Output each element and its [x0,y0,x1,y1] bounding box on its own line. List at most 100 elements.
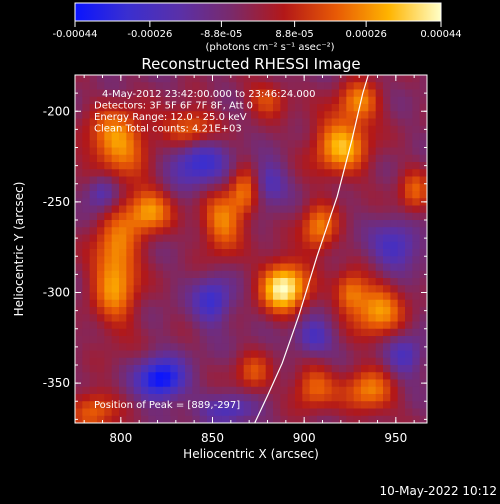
heatmap-cell [390,249,399,257]
heatmap-cell [339,401,347,409]
heatmap-cell [280,147,289,156]
heatmap-cell [97,89,105,98]
heatmap-cell [214,176,223,185]
heatmap-cell [133,191,142,199]
heatmap-cell [221,350,230,359]
heatmap-cell [412,394,421,402]
heatmap-cell [126,314,135,322]
heatmap-cell [126,299,135,308]
heatmap-cell [243,75,252,83]
heatmap-cell [148,372,157,380]
heatmap-cell [317,89,325,98]
solar-limb-line [254,75,369,423]
heatmap-cell [339,350,347,359]
heatmap-cell [163,328,171,337]
heatmap-cell [199,299,208,308]
heatmap-cell [295,321,303,330]
heatmap-cell [133,394,142,402]
heatmap-cell [111,89,120,98]
heatmap-cell [419,111,427,119]
heatmap-cell [265,314,274,322]
heatmap-cell [119,154,127,163]
heatmap-cell [265,82,274,90]
heatmap-cell [368,96,377,105]
heatmap-cell [104,234,113,243]
heatmap-cell [221,256,230,264]
heatmap-cell [302,82,311,90]
heatmap-cell [163,415,171,423]
heatmap-cell [331,307,340,315]
heatmap-cell [353,343,362,351]
heatmap-cell [170,328,179,337]
heatmap-cell [331,321,340,330]
info-line: Detectors: 3F 5F 6F 7F 8F, Att 0 [94,101,253,112]
heatmap-cell [368,307,377,315]
heatmap-cell [89,169,98,177]
heatmap-cell [375,183,384,192]
heatmap-cell [346,372,355,380]
heatmap-cell [97,191,105,199]
heatmap-cell [229,89,237,98]
heatmap-cell [133,89,142,98]
heatmap-cell [346,162,355,170]
heatmap-cell [390,212,399,221]
heatmap-cell [177,162,186,170]
heatmap-cell [177,241,186,250]
heatmap-cell [133,321,142,330]
heatmap-cell [236,89,245,98]
heatmap-cell [229,212,237,221]
heatmap-cell [361,386,369,395]
heatmap-cell [229,270,237,279]
heatmap-cell [75,372,83,380]
heatmap-cell [419,307,427,315]
heatmap-cell [236,415,245,423]
heatmap-cell [258,307,267,315]
heatmap-cell [419,372,427,380]
heatmap-cell [111,343,120,351]
heatmap-cell [287,118,296,127]
heatmap-cell [82,241,91,250]
heatmap-cell [346,394,355,402]
heatmap-cell [170,169,179,177]
heatmap-cell [346,263,355,272]
heatmap-cell [163,386,171,395]
heatmap-cell [229,415,237,423]
heatmap-cell [192,183,201,192]
heatmap-cell [104,162,113,170]
heatmap-cell [97,249,105,257]
heatmap-cell [265,278,274,286]
heatmap-cell [133,147,142,156]
heatmap-cell [317,386,325,395]
heatmap-cell [170,241,179,250]
heatmap-cell [119,82,127,90]
heatmap-cell [405,227,413,235]
heatmap-cell [111,118,120,127]
heatmap-cell [368,357,377,366]
heatmap-cell [192,256,201,264]
heatmap-cell [324,154,333,163]
x-axis-label: Heliocentric X (arcsec) [183,447,319,461]
heatmap-cell [155,314,164,322]
heatmap-cell [207,241,215,250]
heatmap-cell [126,328,135,337]
heatmap-cell [104,140,113,148]
heatmap-cell [368,256,377,264]
heatmap-cell [287,394,296,402]
heatmap-cell [361,125,369,134]
heatmap-cell [383,321,391,330]
heatmap-cell [192,133,201,141]
heatmap-cell [155,343,164,351]
heatmap-cell [89,183,98,192]
heatmap-cell [405,314,413,322]
heatmap-cell [419,365,427,373]
heatmap-cell [199,227,208,235]
heatmap-cell [309,82,318,90]
heatmap-cell [207,111,215,119]
heatmap-cell [265,89,274,98]
heatmap-cell [309,133,318,141]
heatmap-cell [353,227,362,235]
heatmap-cell [89,75,98,83]
heatmap-cell [324,343,333,351]
heatmap-cell [89,256,98,264]
heatmap-cell [324,307,333,315]
